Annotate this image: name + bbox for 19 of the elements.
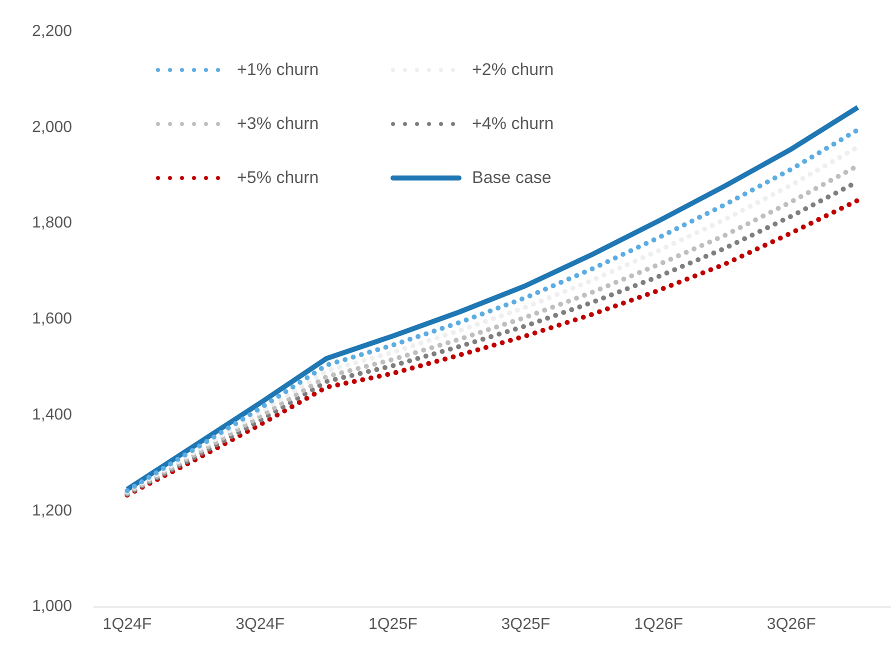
y-tick-label: 1,000 <box>32 598 72 616</box>
y-tick-label: 1,600 <box>32 310 72 328</box>
legend-label: +1% churn <box>237 60 319 80</box>
x-tick-label: 3Q25F <box>501 616 550 633</box>
x-tick-label: 3Q24F <box>236 616 285 633</box>
legend-label: +2% churn <box>472 60 554 80</box>
x-tick-label: 3Q26F <box>766 616 816 633</box>
legend-label: Base case <box>472 168 552 188</box>
y-tick-label: 1,200 <box>32 502 72 520</box>
x-tick-label: 1Q24F <box>102 616 152 633</box>
x-tick-label: 1Q26F <box>634 616 684 633</box>
legend-label: +5% churn <box>237 168 319 188</box>
y-tick-label: 2,200 <box>32 23 72 40</box>
x-tick-label: 1Q25F <box>368 616 418 633</box>
y-tick-label: 1,400 <box>32 406 72 424</box>
y-tick-label: 1,800 <box>32 214 72 232</box>
y-tick-label: 2,000 <box>32 118 72 136</box>
legend-label: +4% churn <box>472 114 554 134</box>
legend-label: +3% churn <box>237 114 319 134</box>
